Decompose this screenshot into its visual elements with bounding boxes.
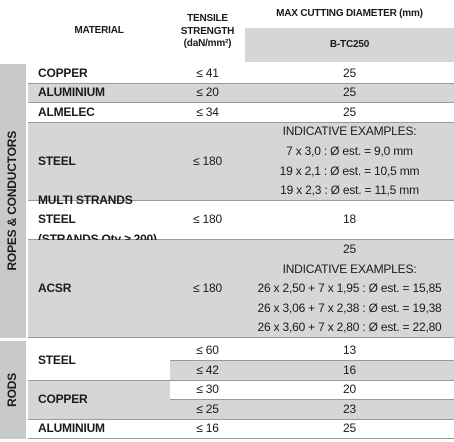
material-name: ALUMINIUM bbox=[38, 421, 105, 436]
material-name: STEEL bbox=[38, 352, 76, 367]
diameter-text: INDICATIVE EXAMPLES: bbox=[282, 261, 417, 276]
tensile-value: ≤ 25 bbox=[196, 401, 219, 416]
diameter-text: 19 x 2,3 : Ø est. = 11,5 mm bbox=[280, 183, 419, 198]
tensile-header: TENSILE STRENGTH (daN/mm²) bbox=[170, 8, 245, 56]
diameter-text: 13 bbox=[343, 342, 356, 357]
material-cell: ACSR bbox=[28, 240, 170, 339]
diameter-cell: 25 bbox=[245, 103, 454, 123]
material-name: ALUMINIUM bbox=[38, 85, 105, 100]
diameter-cell: INDICATIVE EXAMPLES: 7 x 3,0 : Ø est. = 9… bbox=[245, 122, 454, 202]
material-cell: COPPER bbox=[28, 380, 170, 420]
tensile-cell: ≤ 25 bbox=[170, 400, 245, 420]
tensile-value: ≤ 20 bbox=[196, 85, 219, 100]
diameter-text: 25 bbox=[343, 421, 356, 436]
diameter-cell: 25 bbox=[245, 64, 454, 84]
tensile-cell: ≤ 42 bbox=[170, 361, 245, 381]
diameter-cell: 25 INDICATIVE EXAMPLES: 26 x 2,50 + 7 x 1,… bbox=[245, 240, 454, 339]
material-cell: STEEL bbox=[28, 341, 170, 381]
diameter-text: 18 bbox=[343, 212, 356, 227]
tensile-cell: ≤ 60 bbox=[170, 341, 245, 361]
diameter-cell: 16 bbox=[245, 361, 454, 381]
material-name: MULTI STRANDS STEEL bbox=[38, 192, 133, 227]
tensile-value: ≤ 30 bbox=[196, 382, 219, 397]
diameter-text: 7 x 3,0 : Ø est. = 9,0 mm bbox=[286, 143, 413, 158]
diameter-cell: 20 bbox=[245, 381, 454, 401]
group-label: RODS bbox=[0, 341, 26, 440]
diameter-text: 26 x 3,60 + 7 x 2,80 : Ø est. = 22,80 bbox=[257, 320, 442, 335]
diameter-text: 26 x 3,06 + 7 x 2,38 : Ø est. = 19,38 bbox=[257, 300, 442, 315]
tensile-cell: ≤ 41 bbox=[170, 64, 245, 84]
diameter-cell: 23 bbox=[245, 400, 454, 420]
tensile-value: ≤ 60 bbox=[196, 342, 219, 357]
material-cell: MULTI STRANDS STEEL (STRANDS Qty ≥ 200) bbox=[28, 193, 170, 246]
tensile-cell: ≤ 180 bbox=[170, 201, 245, 241]
diameter-text: 19 x 2,1 : Ø est. = 10,5 mm bbox=[279, 163, 420, 178]
material-name: ALMELEC bbox=[38, 104, 95, 119]
material-cell: ALUMINIUM bbox=[28, 83, 170, 104]
material-cell: ALUMINIUM bbox=[28, 420, 170, 440]
header-text: TENSILE STRENGTH (daN/mm²) bbox=[180, 13, 235, 50]
header-text: B-TC250 bbox=[329, 38, 370, 50]
material-name: ACSR bbox=[38, 281, 72, 296]
tensile-value: ≤ 34 bbox=[196, 104, 219, 119]
diameter-text: 26 x 2,50 + 7 x 1,95 : Ø est. = 15,85 bbox=[257, 281, 442, 296]
diameter-text: 25 bbox=[343, 241, 356, 256]
group-name: ROPES & CONDUCTORS bbox=[5, 131, 20, 271]
tensile-cell: ≤ 180 bbox=[170, 122, 245, 202]
tensile-value: ≤ 180 bbox=[193, 212, 222, 227]
diameter-cell: 13 bbox=[245, 341, 454, 361]
diameter-text: INDICATIVE EXAMPLES: bbox=[282, 124, 417, 139]
tensile-cell: ≤ 30 bbox=[170, 381, 245, 401]
group-name: RODS bbox=[5, 373, 20, 408]
diameter-cell: 18 bbox=[245, 201, 454, 241]
material-cell: STEEL bbox=[28, 122, 170, 202]
tensile-value: ≤ 180 bbox=[193, 281, 222, 296]
tensile-cell: ≤ 20 bbox=[170, 83, 245, 104]
material-name: COPPER bbox=[38, 65, 88, 80]
material-name: STEEL bbox=[38, 153, 76, 168]
diameter-cell: 25 bbox=[245, 420, 454, 440]
diameter-text: 25 bbox=[343, 104, 356, 119]
tensile-cell: ≤ 16 bbox=[170, 420, 245, 440]
diameter-text: 16 bbox=[343, 362, 356, 377]
material-header: MATERIAL bbox=[28, 0, 170, 62]
header-text: MATERIAL bbox=[74, 24, 124, 36]
header-text: MAX CUTTING DIAMETER (mm) bbox=[276, 7, 423, 19]
diameter-header: MAX CUTTING DIAMETER (mm) bbox=[245, 0, 454, 28]
group-label: ROPES & CONDUCTORS bbox=[0, 64, 26, 339]
tensile-value: ≤ 42 bbox=[196, 362, 219, 377]
diameter-cell: 25 bbox=[245, 83, 454, 104]
material-cell: ALMELEC bbox=[28, 103, 170, 123]
tensile-value: ≤ 16 bbox=[196, 421, 219, 436]
tensile-cell: ≤ 34 bbox=[170, 103, 245, 123]
diameter-text: 25 bbox=[343, 65, 356, 80]
diameter-text: 25 bbox=[343, 85, 356, 100]
material-name: COPPER bbox=[38, 391, 88, 406]
diameter-text: 23 bbox=[343, 401, 356, 416]
diameter-text: 20 bbox=[343, 382, 356, 397]
material-cell: COPPER bbox=[28, 64, 170, 84]
tensile-value: ≤ 180 bbox=[193, 153, 222, 168]
model-header: B-TC250 bbox=[245, 28, 454, 62]
tensile-value: ≤ 41 bbox=[196, 65, 219, 80]
tensile-cell: ≤ 180 bbox=[170, 240, 245, 339]
